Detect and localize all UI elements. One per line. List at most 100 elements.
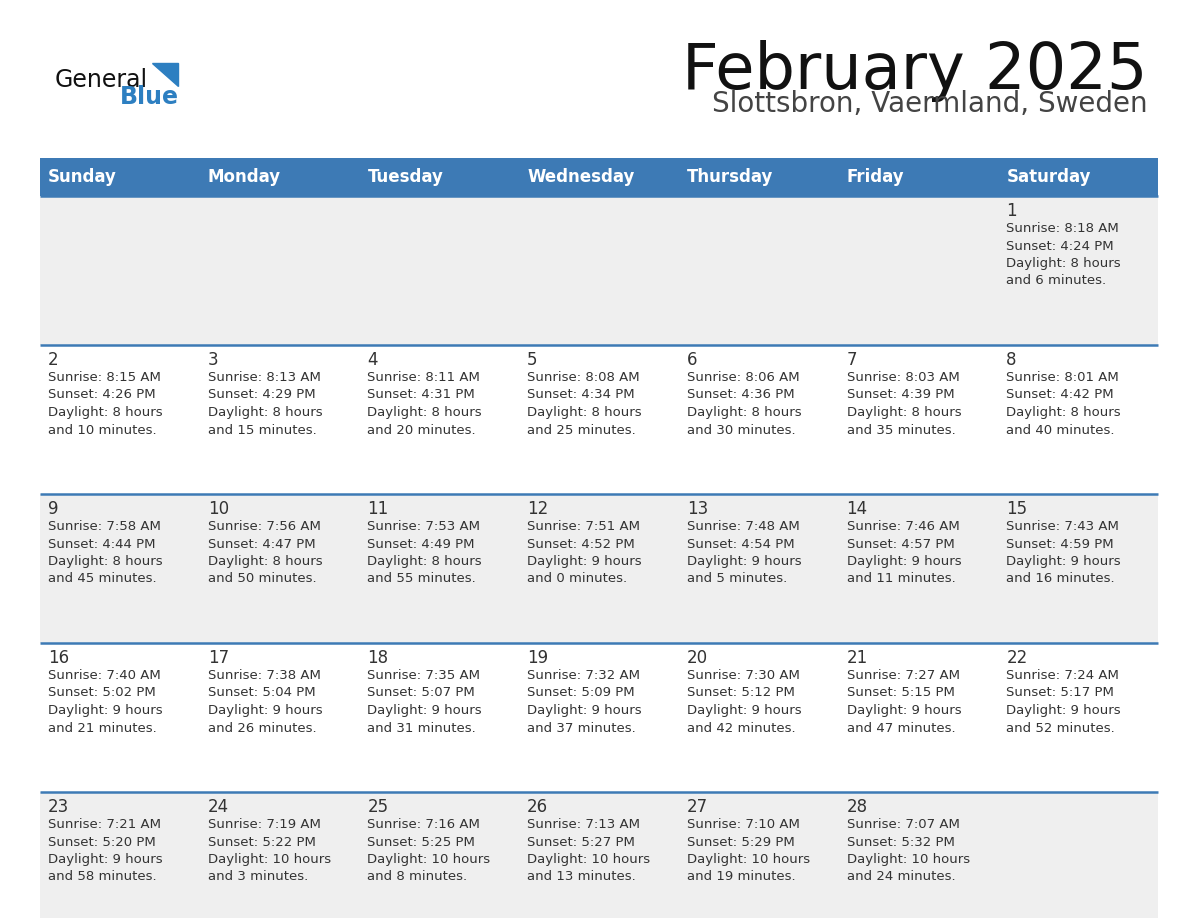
Text: Thursday: Thursday — [687, 168, 773, 186]
FancyBboxPatch shape — [360, 158, 519, 196]
Text: Sunrise: 8:03 AM: Sunrise: 8:03 AM — [847, 371, 960, 384]
Text: Wednesday: Wednesday — [527, 168, 634, 186]
Text: Sunrise: 8:01 AM: Sunrise: 8:01 AM — [1006, 371, 1119, 384]
Text: and 15 minutes.: and 15 minutes. — [208, 423, 316, 436]
Text: Sunrise: 7:51 AM: Sunrise: 7:51 AM — [527, 520, 640, 533]
Text: Daylight: 8 hours: Daylight: 8 hours — [208, 555, 322, 568]
Text: Daylight: 9 hours: Daylight: 9 hours — [48, 853, 163, 866]
Text: Blue: Blue — [120, 85, 179, 109]
FancyBboxPatch shape — [519, 158, 678, 196]
Text: Monday: Monday — [208, 168, 280, 186]
Text: and 30 minutes.: and 30 minutes. — [687, 423, 796, 436]
Text: Sunset: 5:22 PM: Sunset: 5:22 PM — [208, 835, 316, 848]
Text: and 50 minutes.: and 50 minutes. — [208, 573, 316, 586]
Text: Sunrise: 7:21 AM: Sunrise: 7:21 AM — [48, 818, 162, 831]
Text: and 3 minutes.: and 3 minutes. — [208, 870, 308, 883]
Text: Sunset: 4:59 PM: Sunset: 4:59 PM — [1006, 538, 1114, 551]
Text: Daylight: 9 hours: Daylight: 9 hours — [1006, 555, 1121, 568]
Text: and 5 minutes.: and 5 minutes. — [687, 573, 788, 586]
Text: Sunset: 4:34 PM: Sunset: 4:34 PM — [527, 388, 634, 401]
FancyBboxPatch shape — [200, 158, 360, 196]
Text: 22: 22 — [1006, 649, 1028, 667]
Text: Sunset: 5:02 PM: Sunset: 5:02 PM — [48, 687, 156, 700]
Text: Sunrise: 7:32 AM: Sunrise: 7:32 AM — [527, 669, 640, 682]
Text: 27: 27 — [687, 798, 708, 816]
Text: Sunrise: 7:46 AM: Sunrise: 7:46 AM — [847, 520, 960, 533]
Text: Sunrise: 7:16 AM: Sunrise: 7:16 AM — [367, 818, 480, 831]
Text: Tuesday: Tuesday — [367, 168, 443, 186]
Text: Daylight: 8 hours: Daylight: 8 hours — [1006, 406, 1121, 419]
Text: 16: 16 — [48, 649, 69, 667]
Text: 13: 13 — [687, 500, 708, 518]
Text: and 35 minutes.: and 35 minutes. — [847, 423, 955, 436]
Text: Daylight: 8 hours: Daylight: 8 hours — [1006, 257, 1121, 270]
Text: Sunrise: 7:13 AM: Sunrise: 7:13 AM — [527, 818, 640, 831]
Text: and 31 minutes.: and 31 minutes. — [367, 722, 476, 734]
Text: and 16 minutes.: and 16 minutes. — [1006, 573, 1114, 586]
Text: and 6 minutes.: and 6 minutes. — [1006, 274, 1106, 287]
Text: Daylight: 9 hours: Daylight: 9 hours — [847, 555, 961, 568]
Text: Sunset: 5:15 PM: Sunset: 5:15 PM — [847, 687, 954, 700]
Text: Sunrise: 8:15 AM: Sunrise: 8:15 AM — [48, 371, 160, 384]
Text: Sunset: 5:07 PM: Sunset: 5:07 PM — [367, 687, 475, 700]
Text: Sunset: 4:54 PM: Sunset: 4:54 PM — [687, 538, 795, 551]
Text: Sunrise: 8:06 AM: Sunrise: 8:06 AM — [687, 371, 800, 384]
Text: Sunset: 5:04 PM: Sunset: 5:04 PM — [208, 687, 315, 700]
Text: Sunrise: 7:10 AM: Sunrise: 7:10 AM — [687, 818, 800, 831]
Text: Slottsbron, Vaermland, Sweden: Slottsbron, Vaermland, Sweden — [713, 90, 1148, 118]
Text: Daylight: 9 hours: Daylight: 9 hours — [687, 704, 802, 717]
Text: Daylight: 9 hours: Daylight: 9 hours — [1006, 704, 1121, 717]
Text: Sunset: 4:24 PM: Sunset: 4:24 PM — [1006, 240, 1114, 252]
Text: Sunset: 5:09 PM: Sunset: 5:09 PM — [527, 687, 634, 700]
Text: and 52 minutes.: and 52 minutes. — [1006, 722, 1116, 734]
Text: and 26 minutes.: and 26 minutes. — [208, 722, 316, 734]
Text: and 10 minutes.: and 10 minutes. — [48, 423, 157, 436]
Text: Daylight: 8 hours: Daylight: 8 hours — [367, 406, 482, 419]
Text: 10: 10 — [208, 500, 229, 518]
Text: and 8 minutes.: and 8 minutes. — [367, 870, 468, 883]
Text: Sunday: Sunday — [48, 168, 116, 186]
Text: and 58 minutes.: and 58 minutes. — [48, 870, 157, 883]
Text: 15: 15 — [1006, 500, 1028, 518]
Text: Daylight: 9 hours: Daylight: 9 hours — [527, 555, 642, 568]
Text: 20: 20 — [687, 649, 708, 667]
Text: 19: 19 — [527, 649, 549, 667]
Text: 12: 12 — [527, 500, 549, 518]
Text: 1: 1 — [1006, 202, 1017, 220]
FancyBboxPatch shape — [678, 158, 839, 196]
Text: Sunset: 5:32 PM: Sunset: 5:32 PM — [847, 835, 954, 848]
Text: 17: 17 — [208, 649, 229, 667]
Text: 7: 7 — [847, 351, 857, 369]
Polygon shape — [152, 63, 178, 86]
Text: 18: 18 — [367, 649, 388, 667]
Text: and 0 minutes.: and 0 minutes. — [527, 573, 627, 586]
Text: Sunset: 5:27 PM: Sunset: 5:27 PM — [527, 835, 636, 848]
Text: Daylight: 9 hours: Daylight: 9 hours — [527, 704, 642, 717]
Text: Sunset: 4:29 PM: Sunset: 4:29 PM — [208, 388, 315, 401]
Text: Daylight: 8 hours: Daylight: 8 hours — [367, 555, 482, 568]
Text: February 2025: February 2025 — [682, 40, 1148, 102]
Text: and 11 minutes.: and 11 minutes. — [847, 573, 955, 586]
Text: and 55 minutes.: and 55 minutes. — [367, 573, 476, 586]
Text: Friday: Friday — [847, 168, 904, 186]
Text: Daylight: 9 hours: Daylight: 9 hours — [687, 555, 802, 568]
Text: 11: 11 — [367, 500, 388, 518]
Text: and 13 minutes.: and 13 minutes. — [527, 870, 636, 883]
Text: and 25 minutes.: and 25 minutes. — [527, 423, 636, 436]
Text: Daylight: 8 hours: Daylight: 8 hours — [48, 555, 163, 568]
Text: 24: 24 — [208, 798, 229, 816]
Text: Sunset: 4:26 PM: Sunset: 4:26 PM — [48, 388, 156, 401]
Text: Sunset: 4:39 PM: Sunset: 4:39 PM — [847, 388, 954, 401]
Text: Sunset: 4:47 PM: Sunset: 4:47 PM — [208, 538, 315, 551]
Text: Sunset: 5:29 PM: Sunset: 5:29 PM — [687, 835, 795, 848]
Text: Daylight: 9 hours: Daylight: 9 hours — [48, 704, 163, 717]
Text: 2: 2 — [48, 351, 58, 369]
Text: Sunrise: 7:38 AM: Sunrise: 7:38 AM — [208, 669, 321, 682]
Text: Sunrise: 7:53 AM: Sunrise: 7:53 AM — [367, 520, 480, 533]
Text: Sunset: 5:17 PM: Sunset: 5:17 PM — [1006, 687, 1114, 700]
Text: and 20 minutes.: and 20 minutes. — [367, 423, 476, 436]
FancyBboxPatch shape — [839, 158, 998, 196]
Text: General: General — [55, 68, 148, 92]
Text: Sunrise: 7:19 AM: Sunrise: 7:19 AM — [208, 818, 321, 831]
Text: and 47 minutes.: and 47 minutes. — [847, 722, 955, 734]
